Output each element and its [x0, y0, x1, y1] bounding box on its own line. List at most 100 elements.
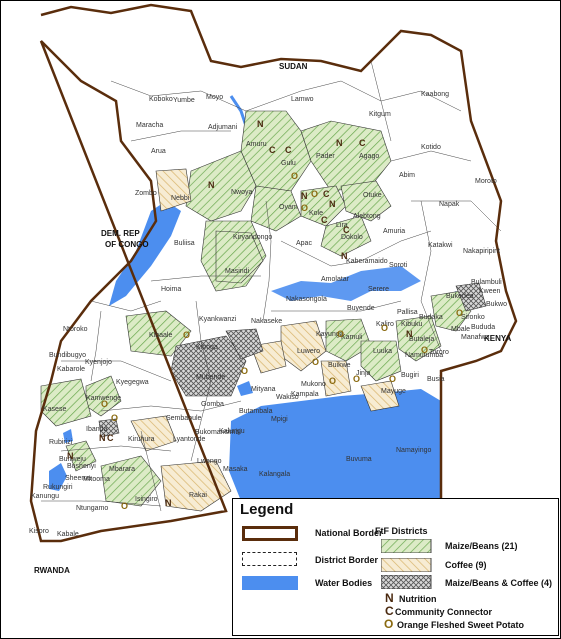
place-label: Kaberamaido [346, 258, 388, 265]
intervention-markers: N N C C C O N N O C N C C O N O O O O N … [67, 119, 463, 511]
lake-kyoga [271, 266, 421, 301]
place-label: Buliisa [174, 240, 195, 247]
place-label: Alebtong [353, 213, 381, 220]
svg-text:O: O [291, 171, 298, 181]
place-label: Pader [316, 153, 335, 160]
place-label: Kabarole [57, 366, 85, 373]
place-label: Jinja [356, 370, 371, 377]
place-label: Arua [151, 148, 166, 155]
place-label: Kyenjojo [85, 359, 112, 366]
svg-text:N: N [336, 138, 343, 148]
maize-beans-coffee-swatch [381, 575, 432, 589]
legend-connector: Community Connector [395, 607, 493, 617]
svg-text:O: O [121, 501, 128, 511]
svg-text:N: N [301, 191, 308, 201]
svg-text:C: C [343, 225, 350, 235]
place-label: Kayunga [316, 331, 344, 338]
place-label: Adjumani [208, 124, 238, 131]
place-label: Gulu [281, 160, 296, 167]
lake-victoria [229, 389, 441, 521]
place-label: Amuru [246, 141, 267, 148]
place-label: Kyegegwa [116, 379, 149, 386]
place-label: Lyantonde [173, 436, 206, 443]
place-label: Pallisa [397, 309, 418, 316]
connector-marker: C [385, 604, 394, 618]
place-label: Ntungamo [76, 505, 108, 512]
lake-albert [109, 201, 181, 306]
place-label: Kampala [291, 391, 319, 398]
coffee-swatch [381, 558, 432, 572]
place-label: Amolatar [321, 276, 350, 283]
place-label: Mitooma [83, 476, 110, 483]
place-label: Kaabong [421, 91, 449, 98]
place-label: Bulambuli [471, 279, 502, 286]
water-bodies-swatch [242, 576, 298, 590]
national-border-swatch [242, 526, 298, 541]
place-label: Kamuli [341, 334, 363, 341]
legend-water-bodies: Water Bodies [315, 578, 373, 588]
svg-text:O: O [337, 329, 344, 339]
place-label: Kitgum [369, 111, 391, 118]
place-label: Bukomansimbi [195, 429, 241, 436]
place-label: Apac [296, 240, 312, 247]
svg-text:N: N [406, 329, 413, 339]
place-label: Mbarara [109, 466, 135, 473]
svg-text:N: N [208, 180, 215, 190]
place-label: Butambala [239, 408, 273, 415]
svg-text:O: O [456, 308, 463, 318]
place-label: Zombo [135, 190, 157, 197]
place-label: Kiryandongo [233, 234, 272, 241]
place-label: Nakapiripirit [463, 248, 500, 255]
place-label: Kamwenge [86, 395, 121, 402]
svg-text:O: O [353, 374, 360, 384]
place-label: Sembabule [166, 415, 202, 422]
place-label: Sheema [65, 475, 91, 482]
svg-text:O: O [301, 203, 308, 213]
district-border-swatch [242, 552, 297, 566]
place-label: Masindi [225, 268, 250, 275]
nutrition-marker: N [385, 591, 394, 605]
legend-district-border: District Border [315, 555, 379, 565]
place-label: Mayuge [381, 388, 406, 395]
svg-text:C: C [107, 433, 114, 443]
place-label: Lamwo [291, 96, 314, 103]
place-label: Kole [309, 210, 323, 217]
place-label: Maracha [136, 122, 163, 129]
place-label: Kyankwanzi [199, 316, 237, 323]
lake-edward [49, 463, 67, 491]
maize-beans-districts [40, 110, 472, 507]
legend-ofsp: Orange Fleshed Sweet Potato [397, 620, 525, 630]
place-label: Lwengo [197, 458, 222, 465]
place-label: Rakai [189, 492, 207, 499]
place-label: Katakwi [428, 242, 453, 249]
place-label: Soroti [389, 262, 408, 269]
svg-text:C: C [359, 138, 366, 148]
place-label: Isingiro [135, 496, 158, 503]
place-label: Gomba [201, 401, 224, 408]
place-label: Namayingo [396, 447, 432, 454]
place-label: Mukono [301, 381, 326, 388]
place-label: Bududa [471, 324, 495, 331]
svg-text:N: N [67, 451, 74, 461]
place-label: Nebbi [171, 195, 190, 202]
place-label: Bundibugyo [49, 352, 86, 359]
place-label: Namutumba [405, 352, 443, 359]
place-label: Budaka [419, 314, 443, 321]
place-label: Mbale [451, 326, 470, 333]
place-label: Buvuma [346, 456, 372, 463]
place-label: Koboko [149, 96, 173, 103]
place-label: Nwoya [231, 189, 253, 196]
place-label: Hoima [161, 286, 181, 293]
label-sudan: SUDAN [279, 62, 308, 71]
place-label: Mubende [196, 374, 225, 381]
place-label: Yumbe [173, 97, 195, 104]
lake-george [63, 429, 73, 443]
place-label: Kiruhura [128, 436, 155, 443]
place-label: Kisoro [29, 528, 49, 535]
place-label: Kiboga [196, 344, 218, 351]
place-label: Kalangala [259, 471, 290, 478]
place-label: Sironko [461, 314, 485, 321]
svg-text:O: O [381, 323, 388, 333]
place-label: Kabale [57, 531, 79, 538]
place-label: Kanungu [31, 493, 59, 500]
